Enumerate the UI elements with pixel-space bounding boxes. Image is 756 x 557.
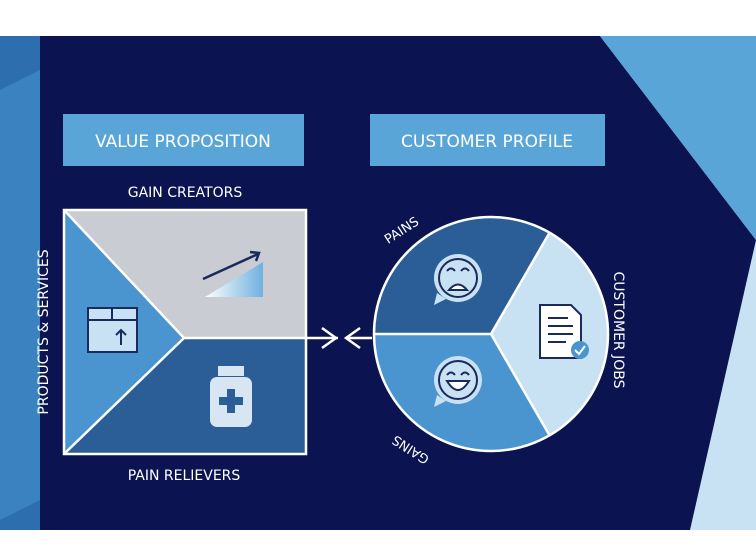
gain-creators-label: GAIN CREATORS: [128, 185, 243, 201]
right-arrow-top: [600, 36, 756, 240]
sad-face-icon: [434, 254, 482, 305]
fit-arrows: [306, 326, 372, 350]
customer-profile-title-box: [370, 114, 605, 166]
gain-creators-region: [64, 210, 306, 338]
products-services-label: PRODUCTS & SERVICES: [36, 249, 52, 414]
happy-face-icon: [434, 356, 482, 407]
product-box-icon: [87, 307, 138, 353]
medicine-bottle-icon: [210, 366, 252, 427]
left-edge-stripe: [0, 70, 40, 520]
customer-jobs-label: CUSTOMER JOBS: [610, 272, 626, 389]
customer-profile-title: CUSTOMER PROFILE: [401, 132, 573, 152]
value-proposition-title: VALUE PROPOSITION: [95, 132, 271, 152]
value-map-border: [62, 208, 308, 456]
right-arrow-bottom: [690, 240, 756, 530]
value-proposition-title-box: [63, 114, 304, 166]
growth-chart-icon: [202, 250, 263, 297]
document-icon: [539, 304, 589, 359]
pain-relievers-label: PAIN RELIEVERS: [128, 468, 241, 484]
